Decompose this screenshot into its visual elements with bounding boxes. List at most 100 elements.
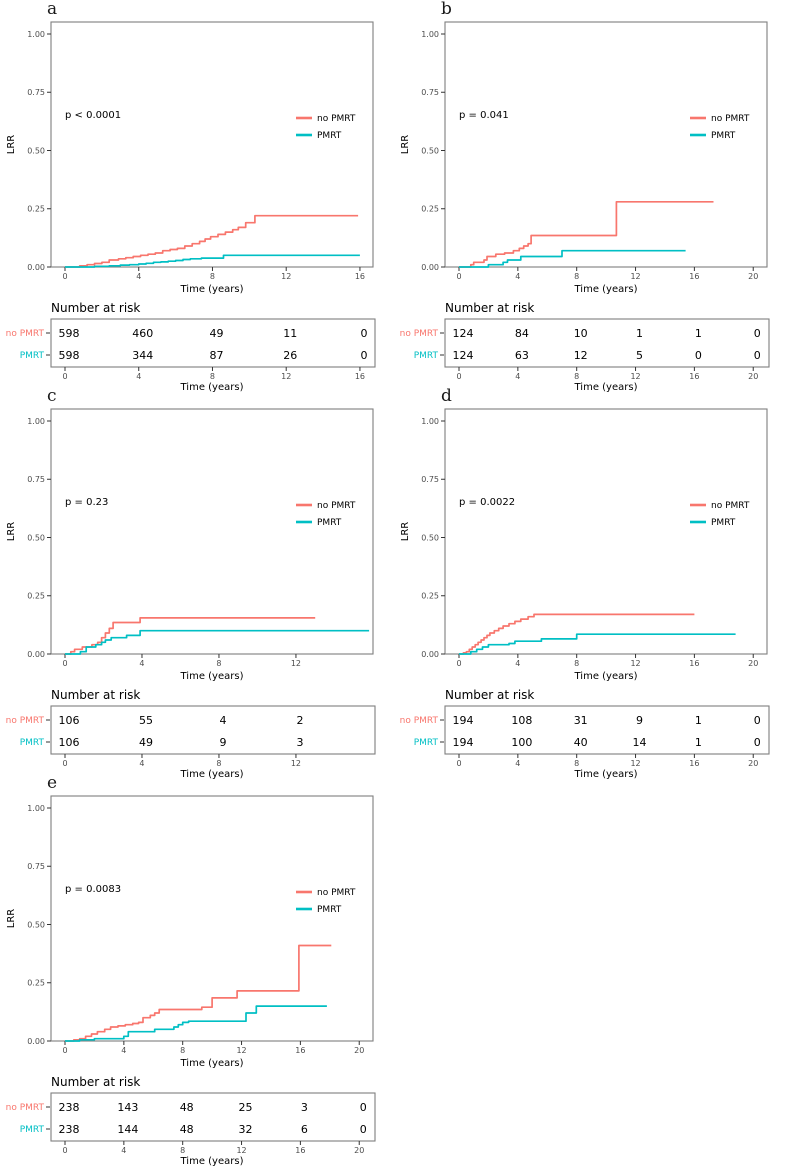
risk-row-label-pmrt: PMRT	[20, 738, 45, 748]
risk-value: 63	[515, 349, 529, 362]
x-tick-label: 0	[456, 659, 461, 668]
risk-value: 40	[574, 736, 588, 749]
x-tick-label: 0	[62, 1046, 67, 1055]
risk-value: 0	[360, 1123, 367, 1136]
risk-value: 0	[695, 349, 702, 362]
curve-pmrt	[65, 1005, 327, 1042]
risk-row-label-no-pmrt: no PMRT	[400, 329, 439, 339]
y-tick-label: 1.00	[27, 417, 45, 426]
risk-table-title: Number at risk	[51, 1075, 140, 1089]
risk-axis-tick-label: 20	[748, 759, 758, 768]
legend-label: no PMRT	[317, 114, 356, 124]
x-tick-label: 4	[136, 272, 141, 281]
risk-axis-tick-label: 20	[354, 1146, 364, 1155]
y-tick-label: 0.25	[421, 205, 439, 214]
y-tick-label: 0.25	[27, 979, 45, 988]
y-tick-label: 0.00	[27, 263, 45, 272]
curve-pmrt	[65, 254, 360, 268]
x-tick-label: 8	[180, 1046, 185, 1055]
risk-axis-title: Time (years)	[180, 769, 244, 779]
x-tick-label: 16	[355, 272, 365, 281]
plot-border	[50, 795, 374, 1042]
curve-pmrt	[459, 633, 736, 655]
risk-value: 3	[296, 736, 303, 749]
risk-value: 598	[59, 349, 80, 362]
p-value-annotation: p = 0.041	[459, 110, 509, 121]
risk-axis-tick-label: 16	[689, 759, 699, 768]
legend-label: PMRT	[711, 518, 736, 528]
y-tick-label: 0.75	[27, 475, 45, 484]
x-axis-title: Time (years)	[180, 671, 244, 682]
risk-value: 87	[209, 349, 223, 362]
plot-border	[444, 21, 768, 268]
panel-b: b 0.00 0.25 0.50 0.75 1.00 LRR 0 4 8 12 16 20 Time (…	[394, 0, 787, 392]
risk-row-label-no-pmrt: no PMRT	[6, 1103, 45, 1113]
risk-axis-title: Time (years)	[180, 382, 244, 392]
legend-label: PMRT	[317, 518, 342, 528]
panel-a: a 0.00 0.25 0.50 0.75 1.00 LRR 0 4 8 12 16 Time (ye…	[0, 0, 393, 392]
risk-table-border	[444, 318, 770, 368]
risk-axis-tick-label: 4	[515, 759, 520, 768]
risk-value: 0	[754, 736, 761, 749]
y-axis-title: LRR	[6, 909, 17, 929]
risk-row-label-pmrt: PMRT	[414, 738, 439, 748]
risk-axis-tick-label: 0	[456, 759, 461, 768]
risk-axis-tick-label: 0	[62, 759, 67, 768]
x-tick-label: 8	[574, 659, 579, 668]
risk-axis-tick-label: 0	[62, 372, 67, 381]
risk-value: 31	[574, 714, 588, 727]
risk-value: 143	[117, 1101, 138, 1114]
legend-label: no PMRT	[317, 888, 356, 898]
curve-no-pmrt	[459, 200, 714, 268]
risk-axis-tick-label: 8	[574, 372, 579, 381]
risk-axis-title: Time (years)	[574, 769, 638, 779]
x-tick-label: 4	[515, 272, 520, 281]
x-tick-label: 12	[236, 1046, 246, 1055]
curve-pmrt	[459, 249, 686, 268]
x-tick-label: 12	[630, 272, 640, 281]
risk-axis-title: Time (years)	[180, 1156, 244, 1166]
risk-table-border	[50, 318, 376, 368]
risk-value: 32	[239, 1123, 253, 1136]
y-tick-label: 1.00	[421, 417, 439, 426]
risk-axis-tick-label: 8	[210, 372, 215, 381]
panel-e-label: e	[47, 773, 58, 793]
risk-value: 26	[283, 349, 297, 362]
panel-d-label: d	[441, 386, 452, 406]
risk-table-title: Number at risk	[445, 688, 534, 702]
y-tick-label: 0.00	[27, 650, 45, 659]
risk-axis-tick-label: 4	[515, 372, 520, 381]
risk-value: 49	[139, 736, 153, 749]
y-tick-label: 0.25	[27, 205, 45, 214]
legend-label: no PMRT	[711, 501, 750, 511]
risk-value: 14	[633, 736, 647, 749]
risk-value: 238	[59, 1101, 80, 1114]
risk-value: 1	[636, 327, 643, 340]
x-tick-label: 12	[291, 659, 301, 668]
x-tick-label: 20	[748, 272, 758, 281]
risk-value: 10	[574, 327, 588, 340]
risk-row-label-no-pmrt: no PMRT	[400, 716, 439, 726]
risk-value: 84	[515, 327, 529, 340]
risk-value: 25	[239, 1101, 253, 1114]
legend-label: no PMRT	[317, 501, 356, 511]
risk-row-label-pmrt: PMRT	[414, 351, 439, 361]
y-tick-label: 0.75	[27, 862, 45, 871]
risk-value: 6	[301, 1123, 308, 1136]
x-tick-label: 20	[354, 1046, 364, 1055]
y-tick-label: 0.50	[27, 920, 45, 929]
risk-table-title: Number at risk	[51, 688, 140, 702]
risk-value: 144	[117, 1123, 138, 1136]
risk-row-label-no-pmrt: no PMRT	[6, 329, 45, 339]
y-tick-label: 0.00	[27, 1037, 45, 1046]
risk-table-title: Number at risk	[51, 301, 140, 315]
risk-axis-title: Time (years)	[574, 382, 638, 392]
x-tick-label: 12	[281, 272, 291, 281]
plot-border	[444, 408, 768, 655]
risk-value: 106	[59, 736, 80, 749]
risk-axis-tick-label: 16	[355, 372, 365, 381]
y-axis-title: LRR	[6, 135, 17, 155]
panel-c: c 0.00 0.25 0.50 0.75 1.00 LRR 0 4 8 12 Time (year…	[0, 386, 393, 779]
y-tick-label: 0.00	[421, 650, 439, 659]
risk-value: 49	[209, 327, 223, 340]
